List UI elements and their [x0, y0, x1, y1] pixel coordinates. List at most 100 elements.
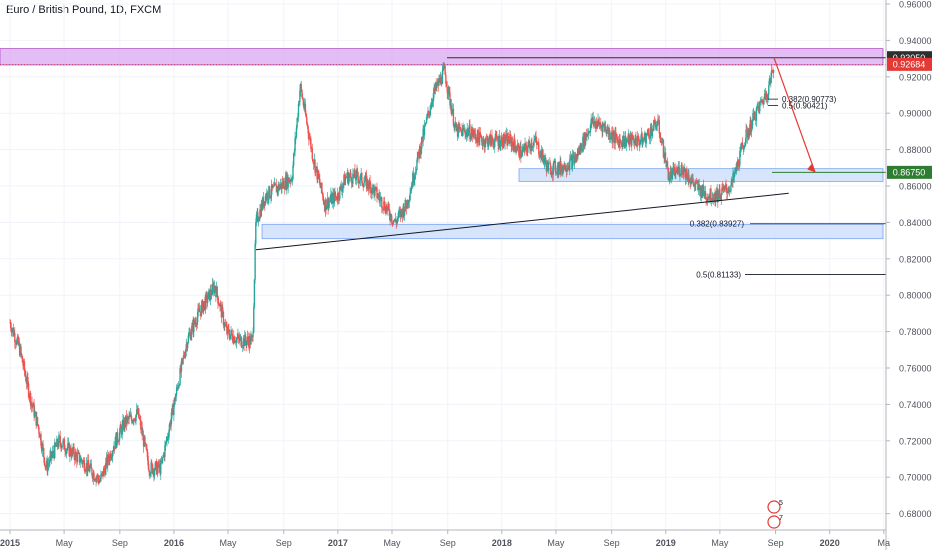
candle-body [488, 136, 490, 144]
candle-body [79, 461, 81, 463]
candle-body [273, 186, 275, 187]
candle-body [487, 143, 490, 147]
candle-body [525, 143, 527, 145]
candle-body [494, 133, 497, 141]
candle-body [533, 140, 535, 146]
candle-body [491, 135, 493, 141]
y-tick-label: 0.90000 [899, 109, 932, 119]
candle-body [239, 337, 241, 342]
candle-body [319, 179, 321, 185]
y-tick-label: 0.72000 [899, 436, 932, 446]
candle-body [307, 125, 309, 134]
candle-body [470, 132, 473, 140]
candle-body [370, 183, 372, 194]
candle-body [87, 459, 90, 467]
candle-body [60, 446, 63, 449]
candle-body [398, 212, 400, 214]
candle-body [363, 181, 366, 184]
candle-body [196, 316, 198, 326]
candle-body [454, 123, 456, 128]
candle-body [649, 127, 652, 139]
candle-body [298, 102, 300, 105]
candle-body [647, 129, 649, 134]
candle-body [267, 199, 269, 201]
candle-body [549, 163, 552, 175]
candle-body [355, 170, 358, 181]
candle-body [187, 335, 190, 343]
candle-body [128, 415, 130, 420]
candle-body [348, 175, 351, 178]
candle-body [146, 449, 148, 452]
candle-body [326, 206, 328, 210]
candle-body [743, 146, 746, 147]
candle-body [151, 462, 153, 465]
candle-body [133, 418, 136, 421]
candle-body [674, 173, 676, 176]
candle-body [571, 155, 574, 169]
candle-body [338, 198, 340, 200]
candle-body [500, 139, 502, 147]
candle-body [484, 143, 486, 148]
candle-body [414, 172, 417, 174]
candle-body [299, 90, 301, 103]
candle-body [531, 142, 533, 149]
candle-body [33, 403, 35, 417]
candle-body [631, 134, 633, 146]
x-tick-label: Sep [768, 538, 784, 548]
candle-body [359, 180, 361, 182]
candle-body [637, 136, 640, 142]
candle-body [695, 181, 697, 185]
candle-body [229, 334, 232, 340]
candle-body [707, 197, 709, 199]
candle-body [504, 140, 506, 144]
y-axis[interactable]: 0.96000 0.94000 0.92000 0.90000 0.88000 0.860… [885, 0, 932, 550]
candle-body [588, 130, 590, 133]
candle-body [533, 138, 536, 141]
candle-body [175, 394, 177, 402]
candle-body [376, 197, 379, 199]
candle-body [169, 423, 171, 430]
candle-body [27, 377, 29, 384]
candle-body [288, 177, 290, 183]
candle-body [609, 130, 611, 139]
x-tick-label: 2017 [328, 538, 348, 548]
candle-body [426, 115, 428, 118]
candle-body [207, 292, 210, 300]
candle-body [424, 123, 426, 126]
candle-body [474, 134, 477, 140]
candle-body [372, 184, 374, 194]
candle-body [763, 98, 765, 104]
candle-body [52, 450, 55, 454]
candle-body [354, 169, 356, 178]
candle-body [496, 139, 499, 141]
candle-body [209, 289, 212, 301]
candle-body [576, 154, 579, 159]
candle-body [21, 356, 24, 363]
x-tick-label: Ma [878, 538, 891, 548]
candle-body [182, 358, 184, 360]
candle-body [74, 451, 77, 461]
candle-body [745, 129, 747, 143]
candle-body [85, 470, 87, 472]
candle-body [550, 173, 552, 175]
candle-body [654, 120, 656, 126]
candle-body [69, 447, 72, 455]
candle-body [240, 336, 243, 347]
x-tick-label: 2015 [0, 538, 20, 548]
candle-body [153, 470, 156, 476]
candle-body [379, 197, 382, 201]
candle-body [659, 133, 661, 139]
candle-body [693, 184, 696, 187]
price-tag-label: 0.92684 [893, 60, 926, 70]
candle-body [657, 119, 660, 121]
candle-body [358, 181, 360, 183]
candle-body [63, 439, 66, 450]
candle-body [173, 397, 176, 406]
x-axis[interactable]: 2015 May Sep 2016 May Sep 2017 May Sep 2018 May Sep… [0, 529, 891, 548]
candle-body [162, 457, 164, 458]
candle-body [47, 463, 50, 465]
candle-body [772, 69, 775, 73]
candle-body [333, 192, 336, 204]
candle-body [681, 164, 683, 172]
